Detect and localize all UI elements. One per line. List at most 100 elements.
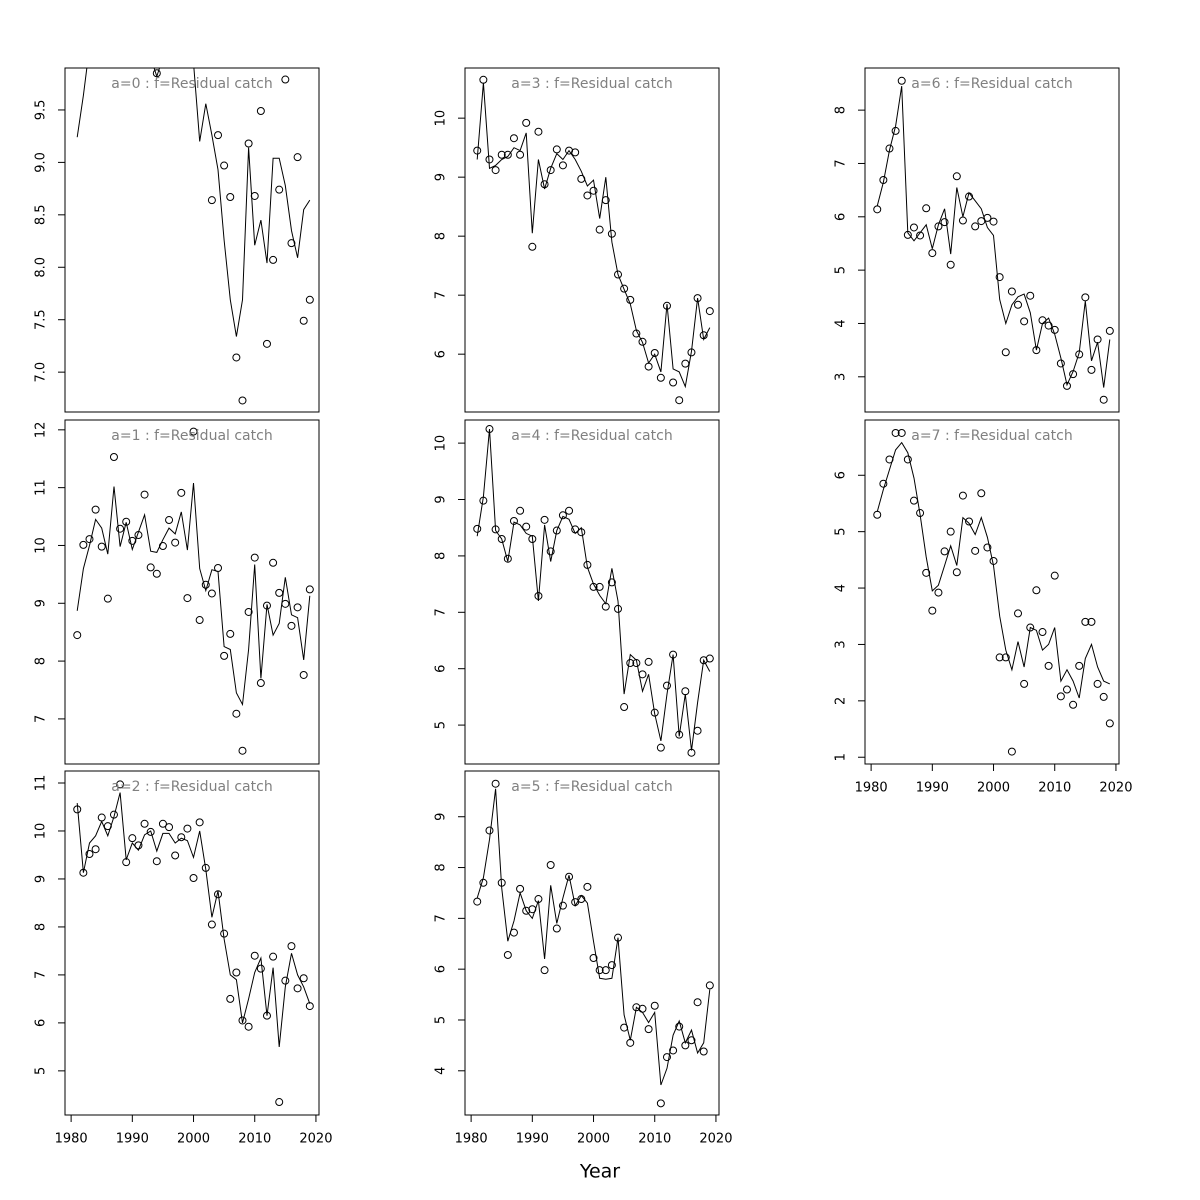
plot-area	[873, 428, 1114, 756]
data-point	[528, 242, 537, 251]
data-point	[269, 558, 278, 567]
data-point	[485, 826, 494, 835]
data-point	[1014, 300, 1023, 309]
panel-frame	[864, 67, 1120, 413]
data-point	[116, 780, 125, 789]
data-point	[897, 76, 906, 85]
data-point	[79, 540, 88, 549]
x-tick-label: 1990	[116, 1132, 149, 1147]
fit-line	[76, 482, 311, 707]
data-point	[601, 966, 610, 975]
data-point	[195, 818, 204, 827]
data-point	[903, 455, 912, 464]
data-point	[189, 873, 198, 882]
data-point	[1105, 719, 1114, 728]
data-point	[644, 657, 653, 666]
data-point	[1087, 365, 1096, 374]
panel-frame	[64, 419, 320, 765]
y-tick-label: 12	[34, 422, 49, 439]
data-point	[497, 534, 506, 543]
data-point	[207, 920, 216, 929]
data-point	[946, 527, 955, 536]
data-point	[620, 703, 629, 712]
y-tick-label: 7	[34, 715, 49, 723]
data-point	[201, 580, 210, 589]
data-point	[509, 134, 518, 143]
data-point	[669, 378, 678, 387]
data-point	[989, 217, 998, 226]
data-point	[971, 546, 980, 555]
data-point	[91, 845, 100, 854]
data-point	[693, 998, 702, 1007]
data-point	[226, 629, 235, 638]
data-point	[1020, 679, 1029, 688]
data-point	[873, 510, 882, 519]
panel: 5 6 7 8 9 10 a=4 : f=Residual catch	[434, 419, 720, 765]
data-point	[491, 166, 500, 175]
panel-frame	[64, 770, 320, 1116]
data-point	[522, 118, 531, 127]
fit-line	[476, 428, 711, 751]
y-tick-label: 4	[834, 584, 849, 592]
data-point	[184, 23, 191, 30]
panel: 1 2 3 4 5 6 1980 1990 2000 2010 2020 a=7 : f=Residu…	[834, 419, 1132, 796]
y-tick-label: 8	[834, 106, 849, 114]
data-point	[675, 396, 684, 405]
data-point	[583, 191, 592, 200]
y-tick-label: 9	[34, 599, 49, 607]
data-point	[250, 553, 259, 562]
fit-line	[76, 68, 311, 337]
data-point	[958, 216, 967, 225]
data-point	[1026, 291, 1035, 300]
data-point	[232, 353, 241, 362]
data-point	[147, 33, 154, 40]
data-point	[552, 145, 561, 154]
data-point	[922, 568, 931, 577]
data-point	[522, 522, 531, 531]
panel-title: a=3 : f=Residual catch	[511, 76, 672, 92]
data-point	[171, 538, 180, 547]
data-point	[104, 2, 111, 9]
data-point	[650, 348, 659, 357]
data-point	[638, 337, 647, 346]
data-point	[571, 148, 580, 157]
y-tick-label: 7	[434, 914, 449, 922]
data-point	[656, 1099, 665, 1108]
y-tick-label: 7	[434, 291, 449, 299]
data-point	[1032, 586, 1041, 595]
data-point	[158, 819, 167, 828]
data-point	[491, 779, 500, 788]
data-point	[1001, 653, 1010, 662]
plot-area	[73, 427, 314, 755]
data-point	[146, 827, 155, 836]
data-point	[662, 1053, 671, 1062]
x-tick-label: 2010	[638, 1132, 671, 1147]
data-point	[214, 131, 223, 140]
data-point	[540, 515, 549, 524]
data-point	[473, 524, 482, 533]
y-tick-label: 8.5	[34, 204, 49, 225]
data-point	[620, 284, 629, 293]
data-point	[1093, 679, 1102, 688]
data-point	[528, 534, 537, 543]
panel-title: a=4 : f=Residual catch	[511, 428, 672, 444]
data-point	[995, 273, 1004, 282]
data-point	[299, 974, 308, 983]
data-point	[1038, 316, 1047, 325]
data-point	[983, 543, 992, 552]
data-point	[189, 427, 198, 436]
data-point	[626, 659, 635, 668]
data-point	[928, 249, 937, 258]
data-point	[1069, 700, 1078, 709]
data-point	[1044, 321, 1053, 330]
data-point	[152, 569, 161, 578]
data-point	[238, 1016, 247, 1025]
data-point	[256, 107, 265, 115]
data-point	[287, 942, 296, 951]
data-point	[214, 890, 223, 899]
data-point	[589, 953, 598, 962]
data-point	[1056, 359, 1065, 368]
data-point	[146, 563, 155, 572]
y-tick-label: 11	[34, 479, 49, 496]
